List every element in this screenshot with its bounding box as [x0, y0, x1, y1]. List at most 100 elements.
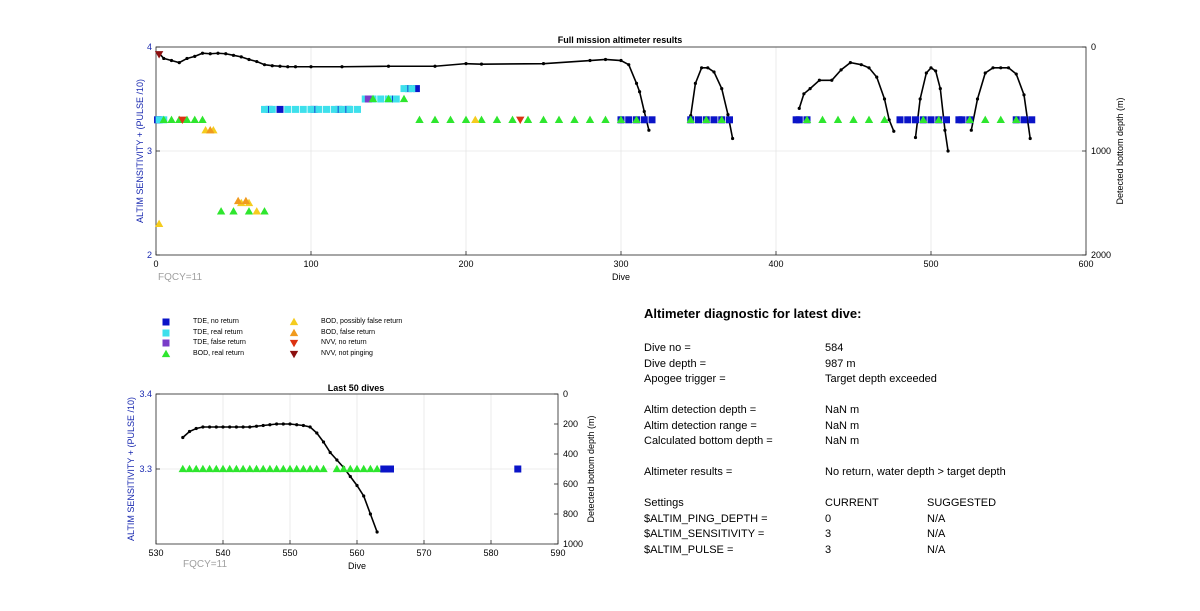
nvv-not-pinging-legend-marker [289, 350, 299, 358]
settings-row-ping-depth: $ALTIM_PING_DEPTH = 0 N/A [644, 512, 1064, 528]
bod-real-return-marker [996, 115, 1005, 123]
bod-false-return-legend-marker [289, 328, 299, 336]
bod-possibly-false-return-marker [471, 115, 480, 123]
diag-label: Dive depth = [644, 357, 707, 370]
zoom-chart: Last 50 dives 530 540 550 560 570 580 590 3.3 3.… [126, 383, 596, 571]
bod-real-return-marker [461, 115, 471, 123]
depth-point [281, 422, 285, 426]
tde-no-return-marker [387, 465, 394, 473]
bod-real-return-marker [477, 115, 486, 123]
tde-real-return-marker [377, 95, 385, 103]
depth-point [301, 423, 305, 428]
depth-point [185, 56, 189, 61]
depth-point [234, 425, 238, 429]
depth-point [194, 426, 198, 431]
bod-real-return-marker [212, 464, 221, 473]
depth-point [693, 81, 698, 85]
diag-value: 987 m [825, 357, 856, 370]
tde-no-return-marker [912, 116, 919, 124]
y-right-tick-label: 0 [1091, 42, 1096, 52]
bod-real-return-marker [299, 464, 308, 473]
depth-point [208, 52, 212, 56]
bod-real-return-marker [934, 115, 943, 123]
tde-real-return-marker [400, 85, 408, 93]
depth-point [720, 87, 724, 91]
depth-point [946, 149, 950, 153]
bod-real-return-legend-marker [161, 349, 171, 357]
bod-real-return-marker [554, 115, 564, 123]
y-right-tick-label: 1000 [563, 539, 583, 549]
diag-label: Calculated bottom depth = [644, 435, 773, 447]
depth-point [308, 425, 312, 429]
bod-real-return-marker [339, 464, 348, 473]
bod-real-return-marker [368, 94, 378, 103]
diag-row-dive-no: Dive no = 584 [644, 341, 1064, 357]
tde-no-return-marker [795, 116, 803, 124]
settings-row-sensitivity: $ALTIM_SENSITIVITY = 3 N/A [644, 527, 1064, 543]
main-ticks: 0 100 200 300 400 500 600 2 3 4 0 1000 2000 [147, 42, 1111, 269]
depth-point [619, 58, 623, 63]
y-right-tick-label: 0 [563, 389, 568, 399]
diag-row-results: Altimeter results = No return, water dept… [644, 465, 1064, 481]
diag-value: 584 [825, 342, 844, 354]
bod-real-return-marker [802, 115, 812, 123]
depth-point [224, 52, 228, 56]
depth-point [975, 97, 980, 101]
diag-value: NaN m [825, 419, 860, 432]
bod-real-return-marker [232, 464, 241, 473]
x-tick-label: 560 [349, 548, 364, 558]
legend-label: BOD, possibly false return [321, 318, 403, 325]
bod-real-return-marker [272, 464, 281, 473]
depth-point [340, 65, 344, 69]
diag-row-apogee: Apogee trigger = Target depth exceeded [644, 372, 1064, 388]
depth-point [938, 87, 942, 91]
bod-real-return-marker [415, 115, 424, 123]
diagnostic-title: Altimeter diagnostic for latest dive: [644, 306, 862, 321]
legend-label: NVV, not pinging [321, 349, 373, 357]
bod-real-return-marker [570, 115, 579, 123]
tde-real-return-marker [268, 105, 276, 113]
bod-false-return-marker [233, 196, 243, 205]
depth-point [200, 51, 205, 55]
x-tick-label: 500 [923, 259, 938, 269]
tde-real-return-legend-marker [162, 329, 170, 336]
legend-item-bod-false-return: BOD, false return [288, 328, 416, 338]
depth-point [627, 63, 631, 67]
x-tick-label: 530 [148, 548, 163, 558]
tde-real-return-marker [284, 105, 292, 113]
main-y-axis-label-right: Detected bottom depth (m) [1115, 97, 1125, 204]
settings-param: $ALTIM_PULSE = [644, 543, 734, 556]
depth-point [999, 66, 1003, 70]
depth-point [228, 425, 232, 429]
depth-point [216, 51, 220, 55]
tde-real-return-marker [261, 105, 268, 113]
zoom-markers [178, 464, 522, 473]
bod-real-return-marker [205, 464, 214, 473]
bod-real-return-marker [539, 115, 548, 123]
depth-point [309, 65, 313, 69]
depth-point [731, 136, 735, 141]
tde-no-return-marker [1028, 116, 1036, 124]
depth-point [464, 62, 468, 66]
diag-value: No return, water depth > target depth [825, 466, 1006, 478]
bod-real-return-marker [616, 115, 626, 123]
depth-line [689, 67, 734, 139]
tde-no-return-marker [904, 116, 912, 124]
legend: TDE, no return TDE, real return TDE, false… [160, 317, 460, 367]
zoom-y-axis-label-right: Detected bottom depth (m) [586, 415, 596, 522]
depth-point [187, 429, 192, 434]
depth-point [328, 450, 332, 455]
tde-no-return-marker [1020, 116, 1028, 124]
bod-real-return-marker [244, 207, 254, 215]
zoom-y-axis-label-left: ALTIM SENSITIVITY + (PULSE /10) [126, 397, 136, 541]
x-tick-label: 300 [613, 259, 628, 269]
settings-header: Settings CURRENT SUGGESTED [644, 496, 1064, 512]
depth-point [830, 78, 834, 82]
x-tick-label: 100 [303, 259, 318, 269]
y-right-tick-label: 1000 [1091, 146, 1111, 156]
depth-point [479, 62, 484, 66]
depth-point [231, 53, 236, 57]
depth-point [315, 431, 319, 435]
depth-point [934, 69, 938, 73]
main-x-axis-label: Dive [612, 272, 630, 282]
